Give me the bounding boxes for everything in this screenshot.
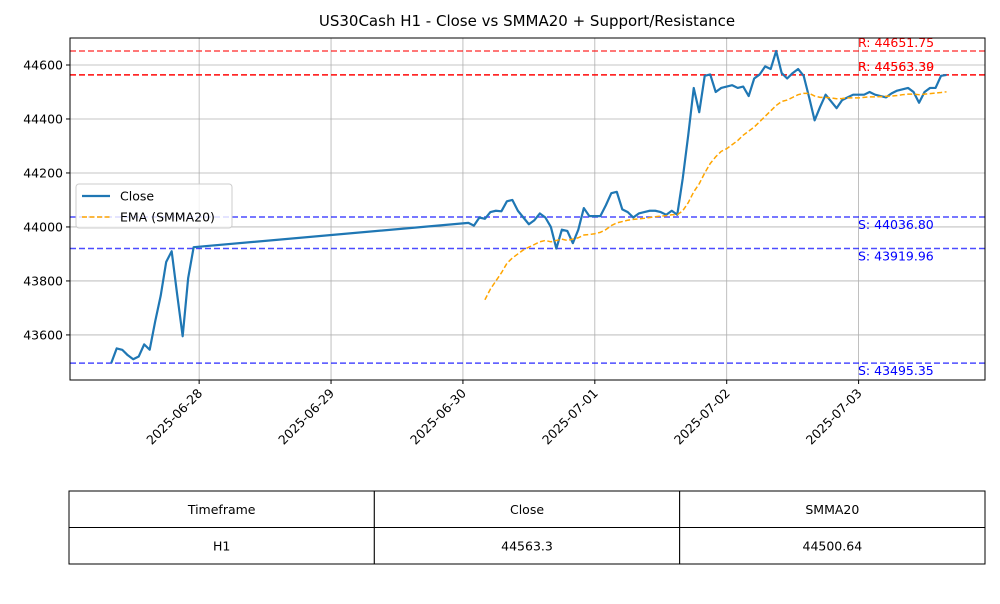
level-label: S: 43495.35 xyxy=(858,363,934,378)
level-label: R: 44563.30 xyxy=(858,59,934,74)
y-tick-label: 44000 xyxy=(23,219,63,234)
table-cell xyxy=(68,490,375,528)
y-tick-label: 44600 xyxy=(23,57,63,72)
x-tick-label: 2025-07-03 xyxy=(803,386,865,448)
table-value: 44500.64 xyxy=(803,538,863,553)
table-cell xyxy=(373,490,681,528)
table-cell xyxy=(679,490,986,528)
table-header: Timeframe xyxy=(187,502,256,517)
table-cell xyxy=(68,527,375,565)
series-line xyxy=(110,49,947,364)
legend-label: Close xyxy=(120,189,154,204)
x-tick-label: 2025-07-01 xyxy=(539,386,601,448)
level-label: R: 44563.39 xyxy=(858,59,934,74)
level-label: S: 43919.96 xyxy=(858,249,934,264)
y-tick-label: 43800 xyxy=(23,273,63,288)
x-tick-label: 2025-07-02 xyxy=(671,386,733,448)
legend-label: EMA (SMMA20) xyxy=(120,210,215,225)
legend-box xyxy=(75,183,233,229)
table-header: SMMA20 xyxy=(805,502,859,517)
chart-title: US30Cash H1 - Close vs SMMA20 + Support/… xyxy=(319,12,735,30)
table-cell xyxy=(679,527,986,565)
level-label: S: 44036.80 xyxy=(858,217,934,232)
x-tick-label: 2025-06-28 xyxy=(143,385,205,447)
table-cell xyxy=(373,527,681,565)
series-line xyxy=(484,91,947,301)
table-header: Close xyxy=(510,502,544,517)
y-tick-label: 43600 xyxy=(23,327,63,342)
x-tick-label: 2025-06-30 xyxy=(407,385,469,447)
table-value: H1 xyxy=(213,538,230,553)
x-tick-label: 2025-06-29 xyxy=(275,385,337,447)
plot-frame xyxy=(69,37,986,381)
level-label: R: 44651.75 xyxy=(858,35,934,50)
y-tick-label: 44200 xyxy=(23,165,63,180)
y-tick-label: 44400 xyxy=(23,111,63,126)
table-value: 44563.3 xyxy=(501,538,553,553)
